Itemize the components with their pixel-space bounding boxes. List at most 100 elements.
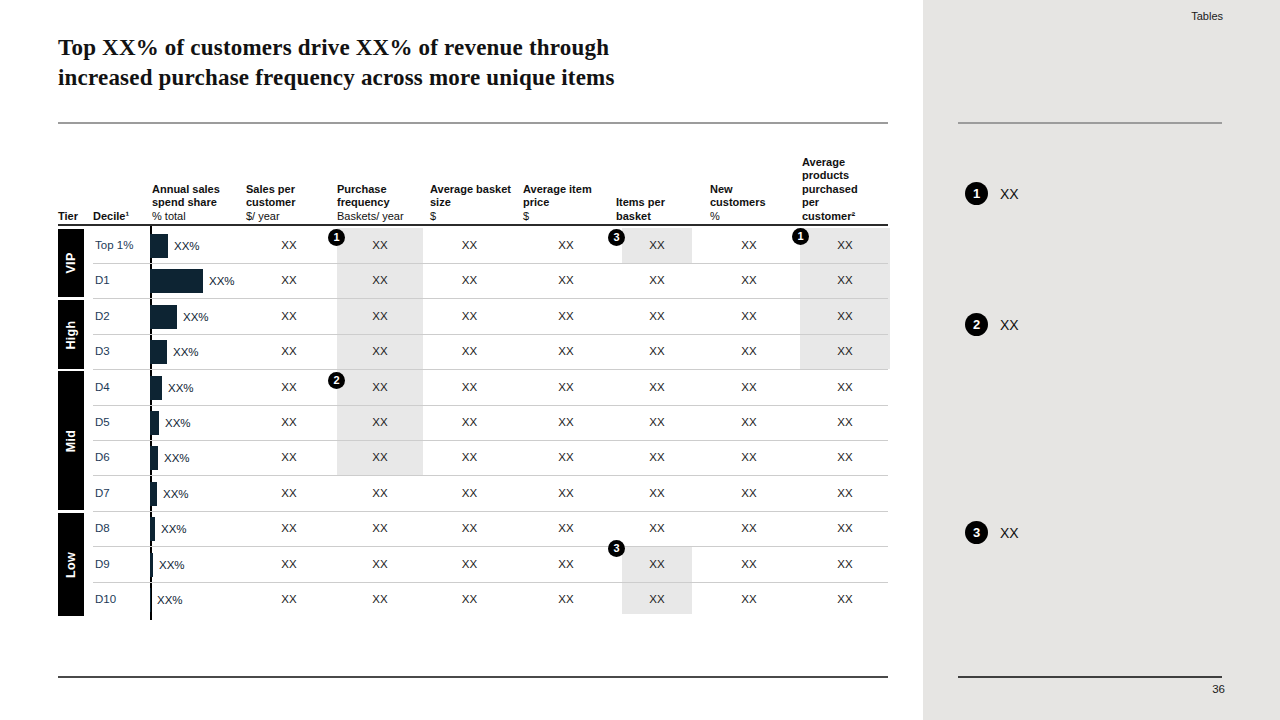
table-row-d6: D6 XX% XX XX XX XX XX XX XX [93, 440, 888, 476]
cell-average-basket-size: XX [423, 582, 516, 617]
decile-label: Top 1% [95, 228, 133, 263]
table-row-d2: D2 XX% XX XX XX XX XX XX XX [93, 299, 888, 335]
page-number: 36 [1212, 683, 1225, 695]
spend-share-bar-group: XX% [150, 405, 191, 440]
col-header-average-basket-size: Average basket size$ [430, 183, 516, 224]
cell-average-products: XX [800, 299, 890, 334]
cell-sales-per-customer: XX [246, 440, 332, 475]
cell-purchase-frequency: XX [337, 440, 423, 475]
cell-sales-per-customer: XX [246, 476, 332, 511]
cell-items-per-basket: XX [622, 582, 692, 617]
bar-value-label: XX% [173, 346, 199, 358]
cell-purchase-frequency: XX [337, 511, 423, 546]
page-title: Top XX% of customers drive XX% of revenu… [58, 33, 615, 93]
cell-new-customers: XX [710, 228, 788, 263]
spend-share-bar [150, 482, 157, 506]
col-header-items-per-basket: Items per basket [616, 196, 688, 223]
spend-share-bar-group: XX% [150, 582, 183, 617]
bar-value-label: XX% [174, 240, 200, 252]
bar-value-label: XX% [161, 523, 187, 535]
spend-share-bar-group: XX% [150, 511, 187, 546]
note-badge-3: 3 [965, 521, 988, 544]
cell-new-customers: XX [710, 547, 788, 582]
sidebar-bottom-divider [958, 676, 1222, 678]
decile-label: D9 [95, 547, 110, 582]
cell-average-products: XX [800, 440, 890, 475]
title-divider [58, 122, 888, 124]
spend-share-bar [150, 269, 203, 293]
table-row-d8: D8 XX% XX XX XX XX XX XX XX [93, 511, 888, 547]
tier-block-high: High [58, 300, 84, 369]
sidebar-note-1: 1 XX [965, 182, 1019, 205]
cell-sales-per-customer: XX [246, 299, 332, 334]
cell-average-item-price: XX [516, 440, 616, 475]
cell-average-products: XX [800, 334, 890, 369]
page-title-line1: Top XX% of customers drive XX% of revenu… [58, 35, 609, 60]
cell-average-item-price: XX [516, 370, 616, 405]
tier-block-low: Low [58, 513, 84, 616]
col-header-decile: Decile¹ [93, 210, 145, 224]
cell-sales-per-customer: XX [246, 405, 332, 440]
cell-purchase-frequency: XX [337, 476, 423, 511]
spend-share-bar-group: XX% [150, 299, 209, 334]
cell-new-customers: XX [710, 511, 788, 546]
cell-average-products: XX [800, 370, 890, 405]
cell-items-per-basket: XX [622, 370, 692, 405]
cell-sales-per-customer: XX [246, 582, 332, 617]
col-header-average-products: Average products purchased per customer² [802, 156, 874, 224]
cell-sales-per-customer: XX [246, 334, 332, 369]
col-header-purchase-frequency: Purchase frequencyBaskets/ year [337, 183, 425, 224]
cell-items-per-basket: XX [622, 228, 692, 263]
cell-purchase-frequency: XX [337, 582, 423, 617]
cell-average-basket-size: XX [423, 511, 516, 546]
cell-new-customers: XX [710, 476, 788, 511]
cell-average-basket-size: XX [423, 547, 516, 582]
slide: Top XX% of customers drive XX% of revenu… [0, 0, 1280, 720]
spend-share-bar [150, 588, 151, 612]
cell-average-basket-size: XX [423, 405, 516, 440]
spend-share-bar [150, 340, 167, 364]
sidebar-note-2: 2 XX [965, 313, 1019, 336]
cell-new-customers: XX [710, 405, 788, 440]
cell-average-basket-size: XX [423, 476, 516, 511]
cell-average-item-price: XX [516, 334, 616, 369]
cell-average-basket-size: XX [423, 440, 516, 475]
cell-purchase-frequency: XX [337, 263, 423, 298]
table-row-d1: D1 XX% XX XX XX XX XX XX XX [93, 263, 888, 299]
note-badge-2: 2 [965, 313, 988, 336]
bar-value-label: XX% [183, 311, 209, 323]
cell-average-products: XX [800, 476, 890, 511]
cell-new-customers: XX [710, 582, 788, 617]
spend-share-bar [150, 376, 162, 400]
cell-average-products: XX [800, 228, 890, 263]
bar-value-label: XX% [168, 382, 194, 394]
callout-badge-1-average-products: 1 [792, 228, 809, 245]
col-header-sales-per-customer: Sales per customer$/ year [246, 183, 332, 224]
spend-share-bar-group: XX% [150, 476, 189, 511]
cell-items-per-basket: XX [622, 547, 692, 582]
cell-sales-per-customer: XX [246, 547, 332, 582]
cell-new-customers: XX [710, 440, 788, 475]
table-row-d7: D7 XX% XX XX XX XX XX XX XX [93, 476, 888, 512]
cell-items-per-basket: XX [622, 334, 692, 369]
cell-average-item-price: XX [516, 228, 616, 263]
spend-share-bar [150, 517, 155, 541]
note-label-3: XX [1000, 525, 1019, 541]
cell-average-item-price: XX [516, 405, 616, 440]
cell-average-products: XX [800, 511, 890, 546]
footer-divider [58, 676, 888, 678]
cell-average-item-price: XX [516, 299, 616, 334]
cell-average-item-price: XX [516, 263, 616, 298]
decile-label: D6 [95, 440, 110, 475]
cell-new-customers: XX [710, 263, 788, 298]
cell-purchase-frequency: XX [337, 299, 423, 334]
tier-block-vip: VIP [58, 229, 84, 297]
spend-share-bar [150, 305, 177, 329]
table-row-d9: D9 XX% XX XX XX XX XX XX XX [93, 547, 888, 583]
callout-badge-3-items-per-basket-top: 3 [608, 229, 625, 246]
decile-label: D1 [95, 263, 110, 298]
cell-items-per-basket: XX [622, 511, 692, 546]
spend-share-bar [150, 446, 158, 470]
bar-value-label: XX% [163, 488, 189, 500]
decile-label: D4 [95, 370, 110, 405]
